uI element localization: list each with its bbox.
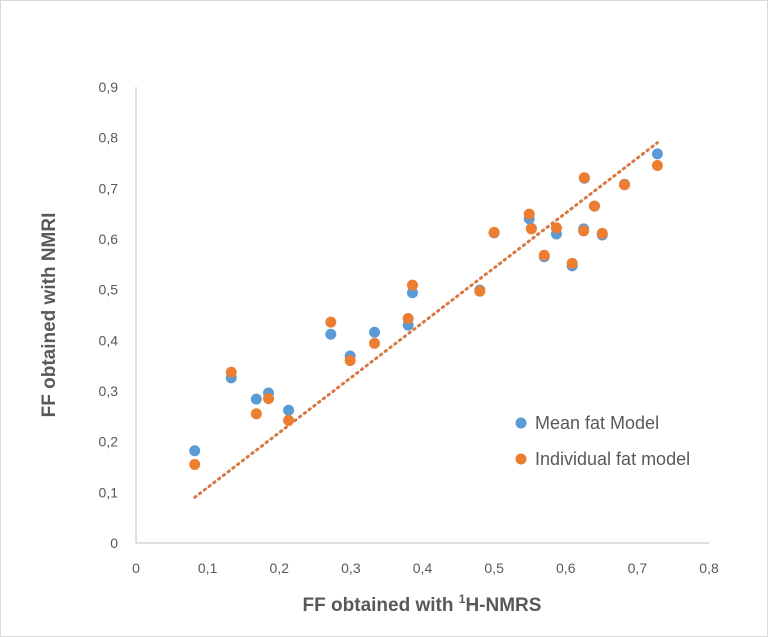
y-tick-label: 0,9 — [99, 79, 119, 95]
point-individual-fat-model — [406, 279, 418, 291]
point-mean-fat-model — [325, 328, 337, 340]
y-tick-label: 0,1 — [99, 484, 119, 500]
y-tick-labels: 0 0,1 0,2 0,3 0,4 0,5 0,6 0,7 0,8 0,9 — [99, 79, 119, 551]
y-tick-label: 0,3 — [99, 383, 119, 399]
point-individual-fat-model — [525, 223, 537, 235]
data-points — [189, 148, 663, 470]
x-tick-label: 0,1 — [198, 560, 218, 576]
point-individual-fat-model — [325, 316, 337, 328]
point-mean-fat-model — [369, 326, 381, 338]
point-individual-fat-model — [523, 208, 535, 220]
x-tick-label: 0,4 — [413, 560, 433, 576]
y-axis-title: FF obtained with NMRI — [39, 213, 60, 418]
point-individual-fat-model — [578, 172, 590, 184]
x-tick-label: 0,3 — [341, 560, 361, 576]
point-mean-fat-model — [651, 148, 663, 160]
point-individual-fat-model — [474, 285, 486, 297]
y-tick-label: 0,2 — [99, 434, 119, 450]
point-individual-fat-model — [588, 200, 600, 212]
y-tick-label: 0 — [110, 535, 118, 551]
x-axis-title: FF obtained with 1H-NMRS — [303, 592, 542, 616]
point-individual-fat-model — [578, 225, 590, 237]
trendline — [193, 141, 659, 499]
legend-label-mean-fat-model: Mean fat Model — [535, 413, 659, 433]
point-individual-fat-model — [225, 366, 237, 378]
y-tick-label: 0,5 — [99, 282, 119, 298]
x-tick-label: 0,7 — [628, 560, 648, 576]
y-tick-label: 0,7 — [99, 180, 119, 196]
y-tick-label: 0,4 — [99, 332, 119, 348]
y-tick-label: 0,6 — [99, 231, 119, 247]
x-tick-label: 0,6 — [556, 560, 576, 576]
legend-marker-mean-fat-model — [515, 417, 527, 429]
x-tick-labels: 0 0,1 0,2 0,3 0,4 0,5 0,6 0,7 0,8 — [132, 560, 719, 576]
point-individual-fat-model — [488, 226, 500, 238]
x-tick-label: 0 — [132, 560, 140, 576]
point-mean-fat-model — [250, 393, 262, 405]
point-individual-fat-model — [402, 313, 414, 325]
point-mean-fat-model — [189, 445, 201, 457]
legend: Mean fat Model Individual fat model — [515, 413, 690, 469]
point-mean-fat-model — [406, 287, 418, 299]
y-tick-label: 0,8 — [99, 130, 119, 146]
point-individual-fat-model — [538, 249, 550, 261]
point-individual-fat-model — [566, 257, 578, 269]
x-tick-label: 0,8 — [699, 560, 719, 576]
legend-marker-individual-fat-model — [515, 453, 527, 465]
point-individual-fat-model — [596, 227, 608, 239]
point-individual-fat-model — [651, 160, 663, 172]
point-mean-fat-model — [283, 404, 295, 416]
point-individual-fat-model — [550, 222, 562, 234]
legend-label-individual-fat-model: Individual fat model — [535, 449, 690, 469]
x-tick-label: 0,2 — [270, 560, 290, 576]
point-individual-fat-model — [283, 414, 295, 426]
point-individual-fat-model — [369, 337, 381, 349]
point-individual-fat-model — [250, 408, 262, 420]
point-individual-fat-model — [189, 458, 201, 470]
point-individual-fat-model — [263, 393, 275, 405]
x-tick-label: 0,5 — [484, 560, 504, 576]
point-individual-fat-model — [618, 179, 630, 191]
point-individual-fat-model — [344, 355, 356, 367]
